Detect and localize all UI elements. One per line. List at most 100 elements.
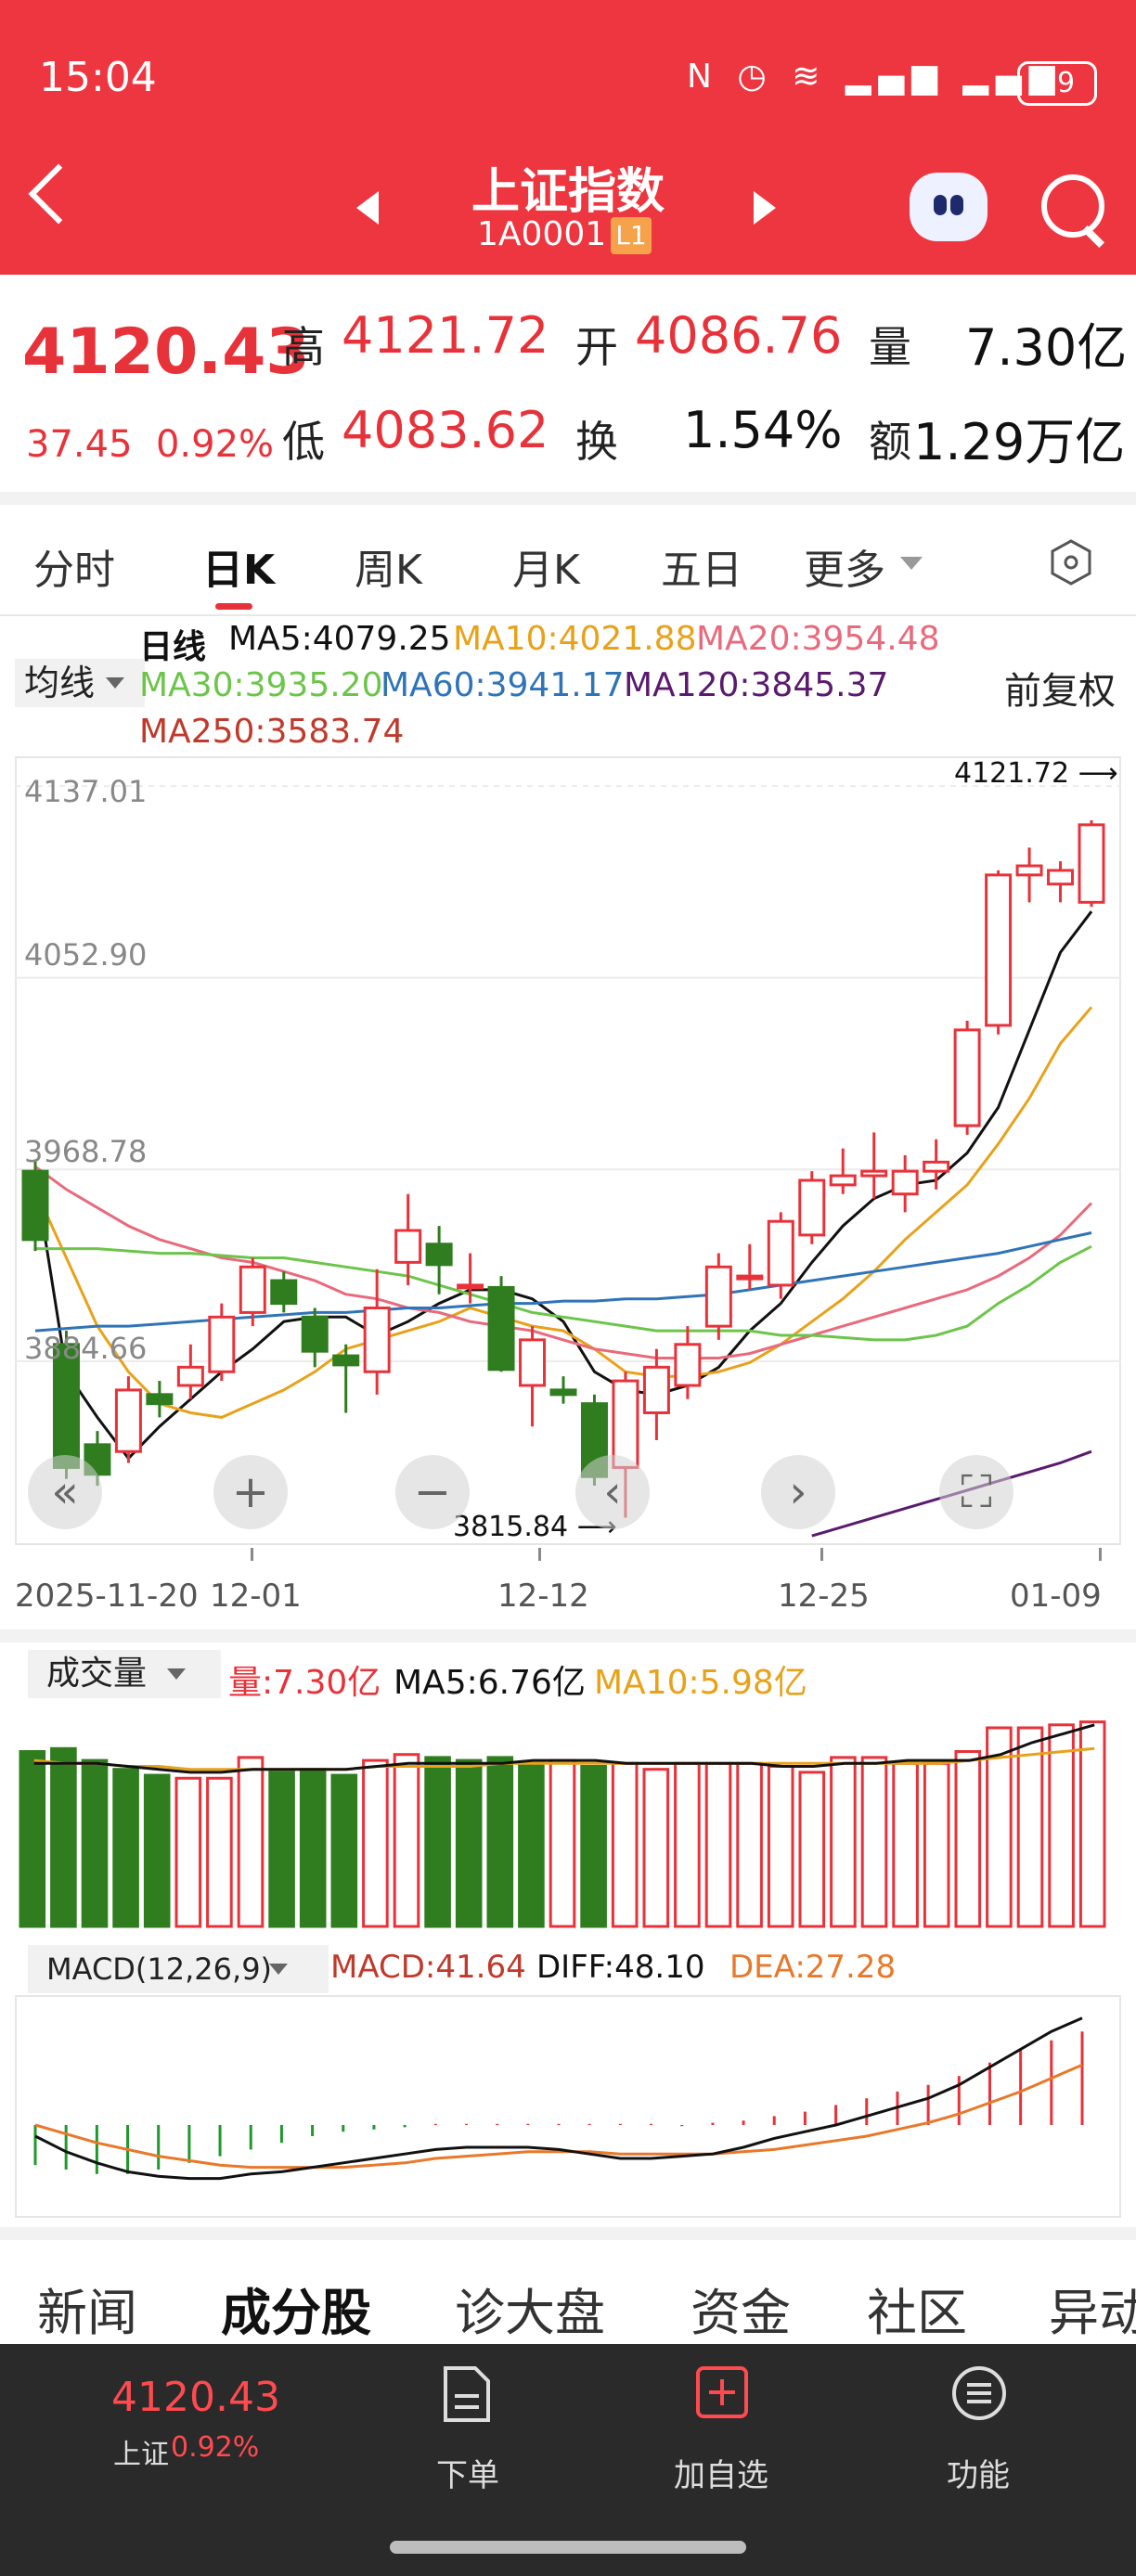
- y-tick-label: 4052.90: [24, 937, 148, 972]
- tab-monthly-k[interactable]: 月K: [512, 547, 580, 594]
- tab-more[interactable]: 更多: [804, 547, 885, 594]
- volume-bar: [798, 1771, 826, 1928]
- period-label: 日线: [139, 628, 207, 666]
- candle: [84, 1431, 111, 1487]
- bottom-index-pct: 0.92%: [171, 2431, 260, 2464]
- candle: [487, 1276, 515, 1372]
- turnover-label: 换: [575, 417, 618, 467]
- diff-legend: DIFF:48.10: [536, 1949, 705, 1986]
- volume-bar: [486, 1756, 514, 1928]
- volume-bar: [892, 1761, 919, 1928]
- menu-icon[interactable]: [950, 2364, 1008, 2422]
- volume-bar: [455, 1758, 483, 1928]
- candle: [953, 1021, 981, 1135]
- candle: [798, 1171, 826, 1244]
- add-watchlist-icon[interactable]: [694, 2364, 750, 2420]
- candle: [519, 1326, 547, 1427]
- volume-bar: [424, 1756, 451, 1928]
- zoom-in-button[interactable]: +: [213, 1455, 288, 1529]
- tab-five-day[interactable]: 五日: [661, 547, 742, 594]
- tab-constituents[interactable]: 成分股: [221, 2284, 371, 2342]
- zoom-out-button[interactable]: −: [395, 1455, 470, 1529]
- tab-news[interactable]: 新闻: [37, 2284, 137, 2342]
- date-label: 12-01: [210, 1578, 302, 1615]
- candle: [1047, 861, 1075, 903]
- ma-selector[interactable]: 均线: [15, 659, 145, 707]
- back-icon[interactable]: [28, 163, 89, 225]
- fast-backward-button[interactable]: «: [28, 1455, 102, 1529]
- candle-body: [239, 1265, 266, 1314]
- volume-ma10-line: [33, 1746, 1095, 1771]
- next-stock-icon[interactable]: [754, 191, 776, 225]
- macd-chart: [15, 1995, 1121, 2218]
- volume-legend: 量:7.30亿: [228, 1664, 381, 1702]
- candle-body: [1015, 864, 1043, 877]
- candle: [394, 1193, 422, 1285]
- volume-bar: [19, 1750, 46, 1928]
- ma20-legend: MA20:3954.48: [696, 620, 940, 658]
- volume-bar: [143, 1773, 171, 1928]
- tab-community[interactable]: 社区: [867, 2284, 967, 2342]
- candle: [549, 1376, 577, 1404]
- tab-intraday[interactable]: 分时: [33, 547, 115, 594]
- low-marker-value: 3815.84: [453, 1511, 569, 1543]
- volume-bar: [674, 1761, 701, 1928]
- volume-bar: [50, 1746, 77, 1928]
- tab-funds[interactable]: 资金: [691, 2284, 791, 2342]
- adjust-mode[interactable]: 前复权: [1004, 670, 1116, 713]
- volume-bar: [1078, 1720, 1106, 1928]
- tab-diagnosis[interactable]: 诊大盘: [455, 2284, 605, 2342]
- candle: [642, 1348, 670, 1440]
- add-watchlist-label[interactable]: 加自选: [674, 2457, 768, 2494]
- candle-body: [953, 1028, 981, 1127]
- volume-indicator-selector[interactable]: 成交量: [28, 1650, 221, 1698]
- candle-body: [332, 1354, 360, 1367]
- order-document-icon[interactable]: [440, 2364, 494, 2424]
- candle-body: [923, 1160, 950, 1173]
- divider: [0, 1629, 1136, 1642]
- prev-stock-icon[interactable]: [356, 191, 379, 225]
- candle-body: [487, 1285, 515, 1372]
- candle-body: [642, 1365, 670, 1414]
- functions-label[interactable]: 功能: [947, 2457, 1010, 2494]
- bottom-index-name: 上证: [113, 2439, 169, 2471]
- amount-value: 1.29万亿: [913, 413, 1126, 471]
- assistant-robot-icon[interactable]: [910, 173, 988, 241]
- step-forward-button[interactable]: ›: [761, 1455, 835, 1529]
- tab-anomaly[interactable]: 异动: [1049, 2284, 1136, 2342]
- candle-body: [21, 1169, 49, 1242]
- search-icon[interactable]: [1041, 174, 1104, 238]
- candle: [176, 1344, 204, 1399]
- high-marker: 4121.72 ⟶: [954, 757, 1118, 790]
- order-button-label[interactable]: 下单: [436, 2457, 499, 2494]
- step-back-button[interactable]: ‹: [575, 1455, 650, 1529]
- candle-body: [146, 1393, 174, 1406]
- volume-bar: [611, 1761, 639, 1928]
- candle-body: [674, 1343, 702, 1387]
- date-label: 2025-11-20: [15, 1578, 199, 1615]
- candle: [457, 1253, 484, 1304]
- volume-bar: [767, 1765, 794, 1928]
- candlestick-chart[interactable]: [15, 756, 1121, 1545]
- candle: [425, 1226, 453, 1294]
- date-label: 01-09: [1010, 1578, 1102, 1615]
- candle: [114, 1376, 142, 1463]
- fullscreen-button[interactable]: ⛶: [939, 1455, 1013, 1529]
- level-badge: L1: [611, 217, 652, 254]
- active-tab-indicator: [215, 603, 252, 610]
- candle: [704, 1253, 732, 1340]
- settings-hexagon-icon[interactable]: [1047, 538, 1095, 586]
- candle: [736, 1243, 764, 1290]
- home-indicator: [390, 2541, 746, 2554]
- tab-daily-k[interactable]: 日K: [202, 547, 276, 594]
- tab-weekly-k[interactable]: 周K: [355, 547, 422, 594]
- candle: [767, 1212, 794, 1299]
- volume-bar: [642, 1768, 670, 1928]
- candle: [891, 1154, 919, 1213]
- volume-bar: [518, 1761, 545, 1928]
- volume-bar: [830, 1756, 857, 1928]
- candle: [52, 1331, 80, 1479]
- candle: [208, 1303, 236, 1382]
- ma5-legend: MA5:4079.25: [228, 620, 451, 658]
- volume-ma10-legend: MA10:5.98亿: [594, 1664, 807, 1702]
